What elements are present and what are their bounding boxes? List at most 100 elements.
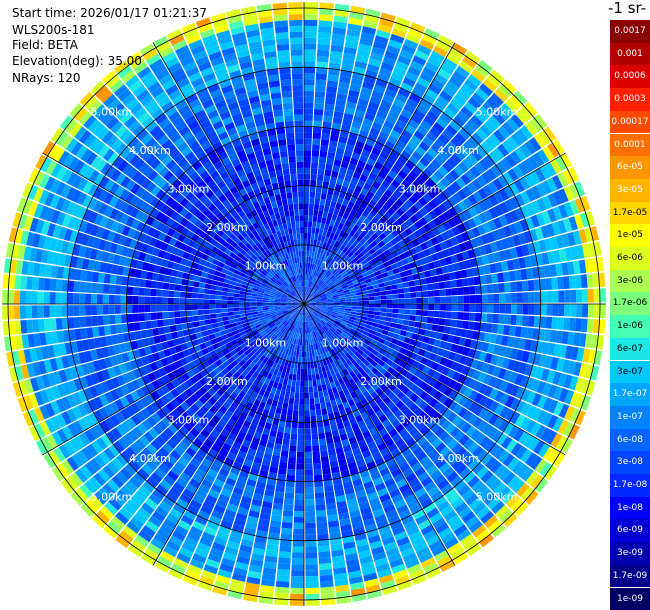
data-cell xyxy=(344,248,352,256)
data-cell xyxy=(467,217,477,229)
data-cell xyxy=(325,230,332,238)
data-cell xyxy=(383,371,392,379)
data-cell xyxy=(467,74,482,87)
data-cell xyxy=(306,345,309,352)
data-cell xyxy=(399,347,407,355)
data-cell xyxy=(162,311,169,319)
data-cell xyxy=(502,471,516,486)
data-cell xyxy=(305,534,317,541)
data-cell xyxy=(478,106,492,119)
data-cell xyxy=(73,293,80,304)
data-cell xyxy=(150,312,157,321)
data-cell xyxy=(373,345,381,352)
data-cell xyxy=(415,145,427,157)
data-cell xyxy=(361,258,369,265)
data-cell xyxy=(348,356,356,364)
data-cell xyxy=(418,217,428,226)
data-cell xyxy=(280,450,289,458)
data-cell xyxy=(498,467,512,482)
data-cell xyxy=(315,306,322,309)
data-cell xyxy=(345,301,352,304)
data-cell xyxy=(389,150,400,160)
data-cell xyxy=(375,371,384,379)
data-cell xyxy=(457,200,468,212)
data-cell xyxy=(379,224,388,233)
data-cell xyxy=(536,380,547,394)
data-cell xyxy=(570,246,579,260)
data-cell xyxy=(318,204,325,212)
data-cell xyxy=(317,280,323,286)
data-cell xyxy=(316,258,321,266)
data-cell xyxy=(419,156,431,167)
data-cell xyxy=(380,355,389,363)
data-cell xyxy=(333,307,340,310)
data-cell xyxy=(348,221,356,230)
data-cell xyxy=(377,23,393,34)
data-cell xyxy=(451,304,458,312)
data-cell xyxy=(308,295,313,301)
data-cell xyxy=(429,268,438,277)
data-cell xyxy=(323,269,329,276)
data-cell xyxy=(425,88,439,100)
data-cell xyxy=(512,360,522,373)
data-cell xyxy=(342,329,349,336)
data-cell xyxy=(567,331,575,346)
data-cell xyxy=(370,232,379,241)
data-cell xyxy=(395,139,407,150)
data-cell xyxy=(425,323,433,331)
data-cell xyxy=(578,228,588,244)
data-cell xyxy=(557,219,567,234)
data-cell xyxy=(447,334,455,344)
data-cell xyxy=(497,324,505,335)
data-cell xyxy=(492,147,505,161)
data-cell xyxy=(409,261,417,269)
data-cell xyxy=(521,280,529,292)
data-cell xyxy=(447,207,458,218)
data-cell xyxy=(312,292,318,297)
data-cell xyxy=(398,252,407,261)
data-cell xyxy=(478,212,488,224)
data-cell xyxy=(360,268,368,275)
data-cell xyxy=(359,154,369,164)
data-cell xyxy=(324,289,331,294)
data-cell xyxy=(451,226,461,236)
data-cell xyxy=(401,276,409,283)
data-cell xyxy=(488,376,498,388)
data-cell xyxy=(489,263,497,274)
data-cell xyxy=(333,247,340,255)
data-cell xyxy=(311,227,316,234)
data-cell xyxy=(497,125,511,140)
data-cell xyxy=(373,141,384,151)
data-cell xyxy=(450,236,459,246)
data-cell xyxy=(510,397,521,411)
data-cell xyxy=(304,280,307,287)
data-cell xyxy=(477,224,487,236)
data-cell xyxy=(197,309,204,316)
data-cell xyxy=(304,96,314,103)
data-cell xyxy=(376,136,387,146)
data-cell xyxy=(408,320,416,327)
data-cell xyxy=(294,505,304,512)
data-cell xyxy=(414,49,430,61)
data-cell xyxy=(498,250,507,262)
data-cell xyxy=(295,380,300,387)
data-cell xyxy=(544,238,553,252)
data-cell xyxy=(439,289,446,297)
data-cell xyxy=(262,299,269,303)
data-cell xyxy=(290,587,304,595)
data-cell xyxy=(414,340,423,348)
data-cell xyxy=(307,308,313,313)
data-cell xyxy=(191,298,198,304)
data-cell xyxy=(505,439,518,453)
data-cell xyxy=(293,510,304,518)
data-cell xyxy=(428,220,437,230)
data-cell xyxy=(313,385,318,393)
data-cell xyxy=(514,502,529,517)
data-cell xyxy=(452,262,461,272)
data-cell xyxy=(307,356,311,364)
data-cell xyxy=(371,367,379,375)
data-cell xyxy=(453,93,467,106)
data-cell xyxy=(281,444,290,452)
data-cell xyxy=(375,220,384,229)
data-cell xyxy=(309,404,316,411)
